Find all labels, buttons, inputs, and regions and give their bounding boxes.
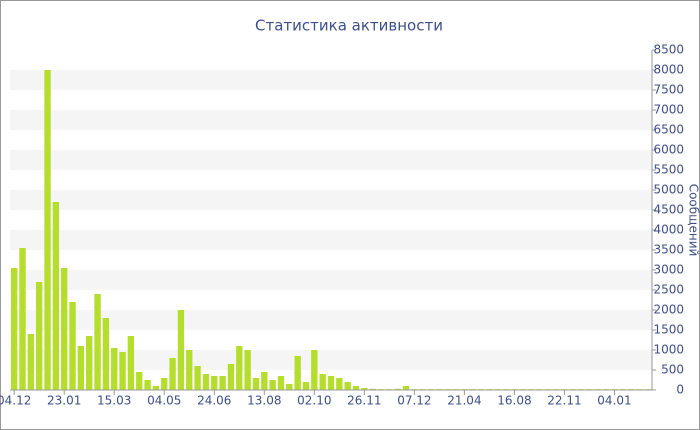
y-tick-label: 3500 [653, 243, 684, 257]
bar [111, 348, 118, 390]
y-tick-label: 7000 [653, 103, 684, 117]
grid-band [10, 150, 652, 170]
x-tick-label: 15.03 [97, 394, 131, 408]
bar [169, 358, 176, 390]
bar [127, 336, 135, 390]
bar [244, 350, 251, 390]
bar [227, 364, 235, 390]
bar [236, 346, 243, 390]
grid-band [10, 70, 652, 90]
bar [261, 372, 268, 390]
y-tick-label: 6500 [653, 123, 684, 137]
y-tick-label: 0 [676, 383, 684, 397]
y-tick-label: 5500 [653, 163, 684, 177]
x-tick-label: 16.08 [497, 394, 531, 408]
bar [186, 350, 193, 390]
bar [136, 372, 143, 390]
bar [361, 388, 368, 390]
grid-band [10, 270, 652, 290]
bar [211, 376, 218, 390]
bar [36, 282, 43, 390]
x-tick-label: 26.11 [347, 394, 381, 408]
bar [44, 70, 51, 390]
bar [77, 346, 85, 390]
bar [152, 386, 160, 390]
grid-band [10, 110, 652, 130]
bar [194, 366, 201, 390]
y-tick-label: 8500 [653, 43, 684, 57]
bar [19, 248, 26, 390]
bar [161, 378, 168, 390]
y-tick-label: 7500 [653, 83, 684, 97]
bar [369, 388, 376, 390]
y-tick-label: 8000 [653, 63, 684, 77]
bar [336, 378, 343, 390]
y-tick-label: 500 [661, 363, 684, 377]
bar [86, 336, 93, 390]
x-tick-label: 22.11 [547, 394, 581, 408]
grid-band [10, 310, 652, 330]
bar [327, 376, 335, 390]
bar [319, 374, 326, 390]
x-tick-label: 21.04 [447, 394, 481, 408]
bar [11, 268, 18, 390]
y-tick-label: 2000 [653, 303, 684, 317]
bar [269, 380, 276, 390]
y-tick-label: 1500 [653, 323, 684, 337]
x-tick-label: 04.01 [597, 394, 631, 408]
y-tick-label: 2500 [653, 283, 684, 297]
y-tick-label: 4000 [653, 223, 684, 237]
bar [294, 356, 301, 390]
bar [252, 378, 260, 390]
bar [69, 302, 76, 390]
chart-title: Статистика активности [255, 17, 443, 35]
bar [202, 374, 210, 390]
bar [277, 376, 285, 390]
y-tick-label: 1000 [653, 343, 684, 357]
bar [394, 388, 401, 390]
bar [344, 382, 351, 390]
bar [177, 310, 185, 390]
bar [94, 294, 101, 390]
x-tick-label: 04.12 [0, 394, 31, 408]
x-tick-label: 04.05 [147, 394, 181, 408]
bar [302, 382, 310, 390]
bar [286, 384, 293, 390]
bar [352, 386, 360, 390]
x-tick-label: 23.01 [47, 394, 81, 408]
x-tick-label: 07.12 [397, 394, 431, 408]
x-tick-label: 24.06 [197, 394, 231, 408]
bar [27, 334, 35, 390]
y-tick-label: 4500 [653, 203, 684, 217]
x-tick-label: 02.10 [297, 394, 331, 408]
grid-band [10, 230, 652, 250]
y-tick-label: 5000 [653, 183, 684, 197]
bar [219, 376, 226, 390]
bar [311, 350, 318, 390]
x-tick-label: 13.08 [247, 394, 281, 408]
bar [52, 202, 60, 390]
bar [402, 386, 410, 390]
y-axis-label: Сообщений [687, 184, 700, 257]
y-tick-label: 6000 [653, 143, 684, 157]
bar [61, 268, 68, 390]
grid-band [10, 190, 652, 210]
y-tick-label: 3000 [653, 263, 684, 277]
bar [119, 352, 126, 390]
bar [102, 318, 110, 390]
bar [144, 380, 151, 390]
